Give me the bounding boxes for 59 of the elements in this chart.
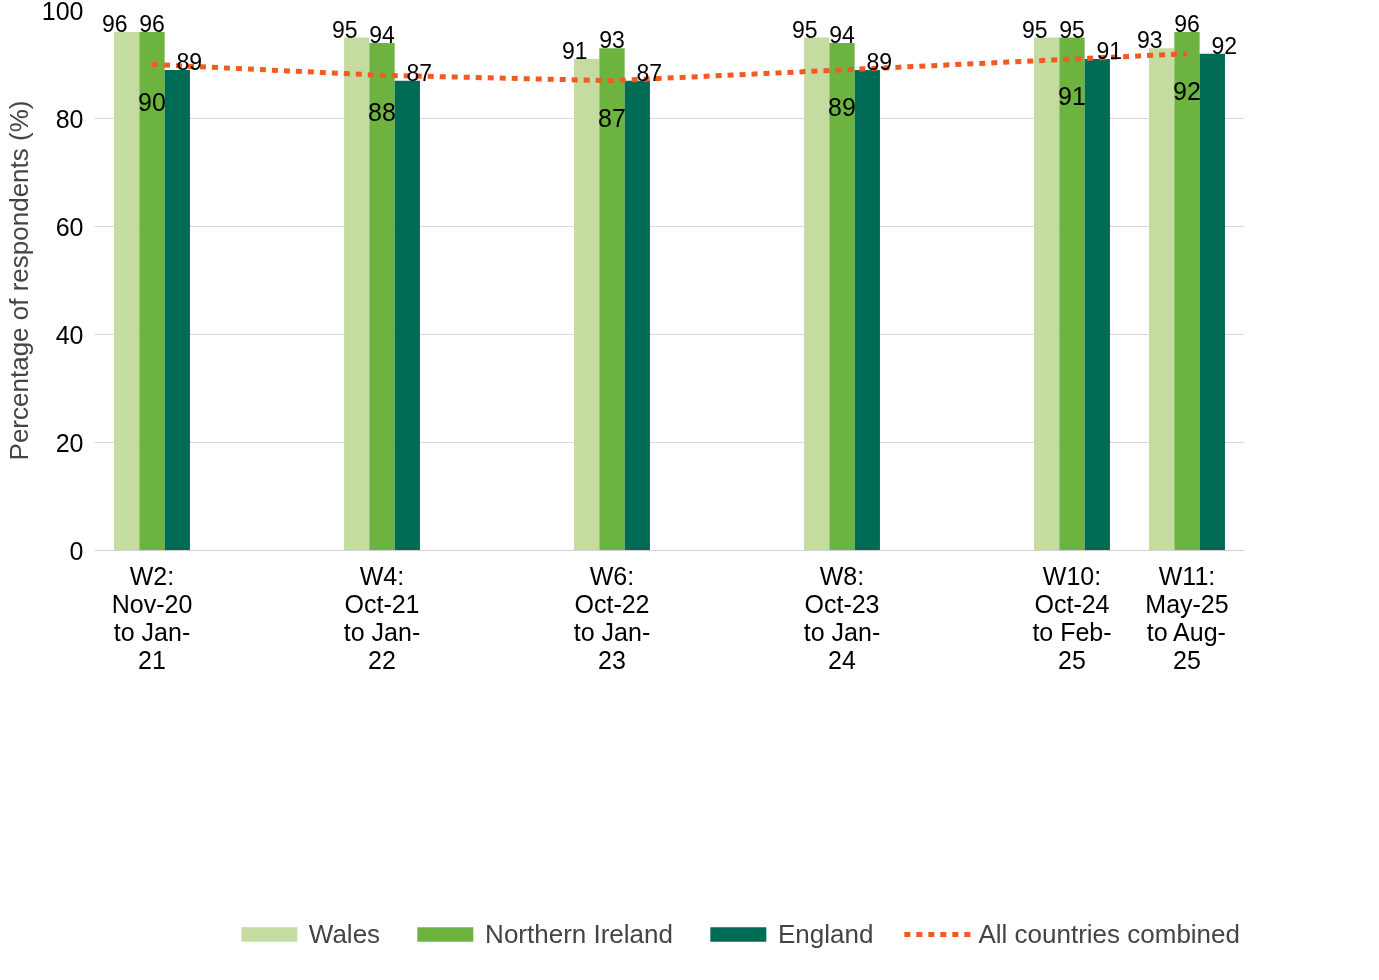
data-label: 96 xyxy=(139,11,165,38)
bar xyxy=(854,69,880,551)
bar xyxy=(344,37,370,551)
data-label: 92 xyxy=(1173,76,1201,105)
x-tick-label: W4: Oct-21 to Jan-22 xyxy=(343,561,421,674)
data-label: 94 xyxy=(829,21,855,48)
bar xyxy=(804,37,830,551)
x-tick-label: W11: May-25 to Aug-25 xyxy=(1145,561,1229,674)
data-label: 89 xyxy=(176,48,203,75)
data-label: 93 xyxy=(599,27,625,54)
legend-label: England xyxy=(778,918,874,950)
bar xyxy=(114,32,140,551)
y-tick-label: 60 xyxy=(55,212,84,241)
data-label: 89 xyxy=(866,48,893,75)
bar xyxy=(1059,37,1085,551)
y-tick-label: 40 xyxy=(55,320,84,349)
data-label: 94 xyxy=(369,21,395,48)
data-label: 87 xyxy=(636,59,663,86)
data-label: 92 xyxy=(1211,32,1238,59)
bar xyxy=(1034,37,1060,551)
bar xyxy=(1174,32,1200,551)
legend-label: Northern Ireland xyxy=(485,918,673,950)
bar xyxy=(574,59,600,551)
data-label: 87 xyxy=(598,103,626,132)
data-label: 91 xyxy=(1058,82,1086,111)
y-tick-label: 0 xyxy=(69,536,84,565)
data-label: 95 xyxy=(1021,16,1048,43)
data-label: 90 xyxy=(138,87,166,116)
bar xyxy=(164,69,190,551)
legend-label: Wales xyxy=(308,918,381,950)
x-tick-label: W8: Oct-23 to Jan-24 xyxy=(803,561,881,674)
data-label: 91 xyxy=(561,38,588,65)
data-label: 95 xyxy=(331,16,358,43)
data-label: 95 xyxy=(1059,16,1085,43)
y-tick-label: 100 xyxy=(41,0,84,25)
data-label: 87 xyxy=(406,59,433,86)
bar xyxy=(139,32,165,551)
y-axis-title: Percentage of respondents (%) xyxy=(3,100,34,461)
data-label: 91 xyxy=(1096,38,1123,65)
data-label: 93 xyxy=(1136,27,1163,54)
x-tick-label: W10: Oct-24 to Feb-25 xyxy=(1032,561,1112,674)
legend-label: All countries combined xyxy=(978,918,1240,950)
y-tick-label: 20 xyxy=(55,428,84,457)
bar xyxy=(1084,59,1110,551)
data-label: 88 xyxy=(368,98,396,127)
data-label: 96 xyxy=(101,11,128,38)
data-label: 95 xyxy=(791,16,818,43)
x-tick-label: W2: Nov-20 to Jan-21 xyxy=(111,561,193,674)
data-label: 89 xyxy=(828,92,856,121)
bar xyxy=(1149,48,1175,551)
bar xyxy=(624,80,650,551)
bar xyxy=(599,48,625,551)
data-label: 96 xyxy=(1174,11,1200,38)
x-tick-label: W6: Oct-22 to Jan-23 xyxy=(573,561,651,674)
bar xyxy=(1199,53,1225,551)
bar xyxy=(369,42,395,551)
y-tick-label: 80 xyxy=(55,104,84,133)
bar xyxy=(394,80,420,551)
bar xyxy=(829,42,855,551)
